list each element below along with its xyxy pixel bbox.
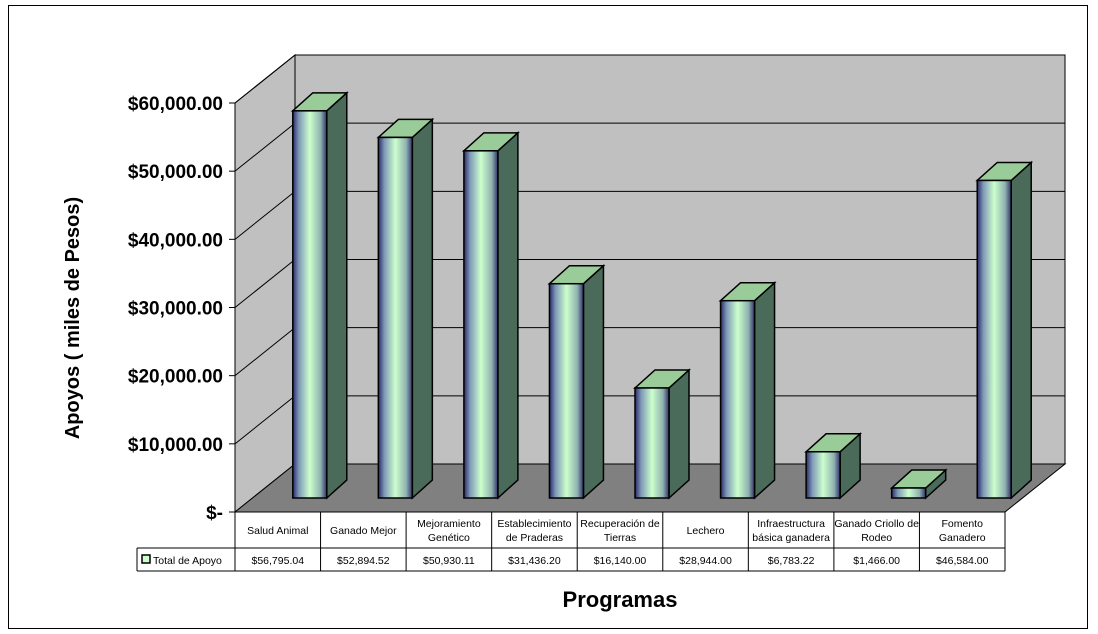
bar-front bbox=[805, 451, 841, 499]
data-label: $28,944.00 bbox=[679, 555, 732, 567]
bar-side bbox=[582, 264, 605, 500]
legend-label: Total de Apoyo bbox=[153, 555, 222, 567]
bar-side bbox=[326, 91, 348, 500]
data-label: $50,930.11 bbox=[423, 555, 475, 567]
y-axis-title: Apoyos ( miles de Pesos) bbox=[62, 197, 84, 439]
category-label: de Praderas bbox=[506, 532, 563, 544]
category-label: Ganado Criollo de bbox=[834, 518, 919, 530]
bar bbox=[461, 131, 520, 500]
category-label: Mejoramiento bbox=[417, 518, 481, 530]
bar bbox=[975, 160, 1034, 500]
y-tick-label: $40,000.00 bbox=[128, 230, 223, 251]
bar bbox=[718, 281, 777, 500]
x-axis-title: Programas bbox=[563, 587, 678, 612]
bar-front bbox=[634, 387, 670, 499]
data-label: $46,584.00 bbox=[936, 555, 989, 567]
category-label: Ganado Mejor bbox=[330, 525, 397, 537]
category-label: Lechero bbox=[687, 525, 725, 537]
bar bbox=[889, 468, 948, 500]
bar bbox=[804, 432, 863, 500]
y-tick-label: $30,000.00 bbox=[128, 299, 223, 320]
y-axis-ticks: $- $10,000.00 $20,000.00 $30,000.00 $40,000.… bbox=[128, 94, 236, 524]
bar bbox=[547, 264, 606, 500]
category-label: Rodeo bbox=[861, 532, 892, 544]
bar-front bbox=[719, 299, 756, 499]
data-table: Salud Animal Ganado Mejor Mejoramiento Gené… bbox=[136, 511, 1006, 572]
bar-front bbox=[890, 487, 927, 499]
y-tick-label: $50,000.00 bbox=[128, 162, 223, 183]
bar-front bbox=[976, 179, 1012, 499]
bar-side bbox=[753, 281, 776, 500]
category-label: Ganadero bbox=[939, 532, 986, 544]
legend-swatch bbox=[141, 554, 151, 564]
y-tick-label: $10,000.00 bbox=[128, 435, 223, 456]
data-label: $31,436.20 bbox=[508, 555, 561, 567]
bar-side bbox=[668, 368, 690, 500]
data-label: $6,783.22 bbox=[768, 555, 815, 567]
category-label: básica ganadera bbox=[752, 532, 830, 544]
bar-side bbox=[411, 117, 434, 500]
gridline-side bbox=[234, 327, 296, 377]
bar bbox=[376, 117, 435, 500]
y-tick-label: $20,000.00 bbox=[128, 367, 223, 388]
category-label: Genético bbox=[428, 532, 470, 544]
y-tick-label: $- bbox=[206, 503, 223, 524]
category-label: Infraestructura bbox=[757, 518, 825, 530]
category-label: Fomento bbox=[942, 518, 984, 530]
bar-side bbox=[497, 131, 519, 500]
bar-front bbox=[377, 136, 414, 499]
bar bbox=[633, 368, 691, 500]
bar-front bbox=[463, 150, 499, 499]
bar-front bbox=[548, 282, 585, 499]
gridline-side bbox=[234, 54, 296, 104]
bar bbox=[290, 91, 349, 500]
data-label: $1,466.00 bbox=[853, 555, 900, 567]
data-label: $16,140.00 bbox=[594, 555, 647, 567]
data-label: $56,795.04 bbox=[251, 555, 304, 567]
category-label: Salud Animal bbox=[247, 525, 308, 537]
gridline-side bbox=[234, 395, 296, 445]
y-tick-label: $60,000.00 bbox=[128, 94, 223, 115]
category-label: Establecimiento bbox=[497, 518, 571, 530]
bar-front bbox=[292, 110, 328, 499]
gridline-side bbox=[234, 259, 296, 308]
data-label: $52,894.52 bbox=[337, 555, 390, 567]
category-label: Recuperación de bbox=[580, 518, 660, 530]
bar-side bbox=[1010, 160, 1032, 500]
bars bbox=[290, 91, 1034, 500]
gridline-side bbox=[234, 122, 296, 172]
gridline-side bbox=[234, 190, 296, 240]
category-label: Tierras bbox=[604, 532, 636, 544]
